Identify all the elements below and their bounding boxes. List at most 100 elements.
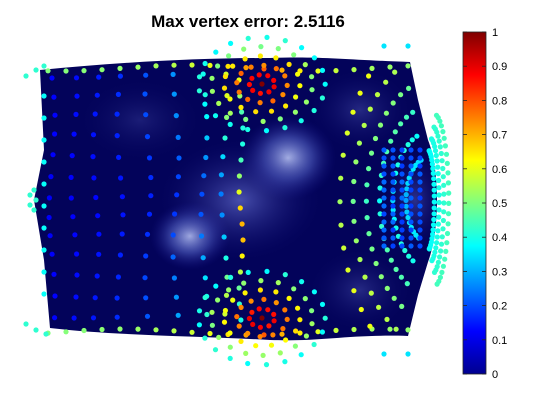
vertex-point xyxy=(445,161,450,166)
vertex-point xyxy=(304,333,309,338)
vertex-point xyxy=(432,205,437,210)
vertex-point xyxy=(350,110,355,115)
vertex-point xyxy=(174,192,179,197)
vertex-point xyxy=(203,275,208,280)
vertex-point xyxy=(312,55,317,60)
vertex-point xyxy=(381,187,386,192)
vertex-point xyxy=(41,291,46,296)
vertex-point xyxy=(145,232,150,237)
vertex-point xyxy=(91,315,96,320)
vertex-point xyxy=(287,62,292,67)
vertex-point xyxy=(239,71,244,76)
vertex-point xyxy=(368,107,373,112)
vertex-point xyxy=(434,240,439,245)
vertex-point xyxy=(23,321,28,326)
vertex-point xyxy=(280,92,285,97)
vertex-point xyxy=(399,155,404,160)
vertex-point xyxy=(383,80,388,85)
vertex-point xyxy=(392,296,397,301)
vertex-point xyxy=(63,329,68,334)
vertex-point xyxy=(291,286,296,291)
vertex-point xyxy=(81,328,86,333)
vertex-point xyxy=(243,56,248,61)
vertex-point xyxy=(228,275,233,280)
vertex-point xyxy=(47,195,52,200)
vertex-point xyxy=(366,166,371,171)
vertex-point xyxy=(417,147,422,152)
vertex-point xyxy=(249,65,254,70)
vertex-point xyxy=(417,219,422,224)
vertex-point xyxy=(431,217,436,222)
vertex-point xyxy=(33,197,38,202)
vertex-point xyxy=(445,231,450,236)
vertex-point xyxy=(320,302,325,307)
vertex-point xyxy=(27,192,32,197)
vertex-point xyxy=(381,211,386,216)
vertex-point xyxy=(436,178,441,183)
vertex-point xyxy=(433,245,438,250)
vertex-point xyxy=(373,136,378,141)
vertex-point xyxy=(394,327,399,332)
vertex-point xyxy=(23,73,28,78)
vertex-point xyxy=(207,63,212,68)
vertex-point xyxy=(282,125,287,130)
vertex-point xyxy=(399,179,404,184)
vertex-point xyxy=(74,75,79,80)
vertex-point xyxy=(266,89,271,94)
vertex-point xyxy=(202,102,207,107)
vertex-point xyxy=(115,315,120,320)
vertex-point xyxy=(375,92,380,97)
vertex-point xyxy=(345,130,350,135)
vertex-point xyxy=(441,209,446,214)
vertex-point xyxy=(381,171,386,176)
vertex-point xyxy=(446,221,451,226)
vertex-point xyxy=(390,187,395,192)
vertex-point xyxy=(189,62,194,67)
vertex-point xyxy=(223,74,228,79)
vertex-point xyxy=(278,350,283,355)
colorbar-tick-label: 0.4 xyxy=(492,232,507,244)
vertex-point xyxy=(297,317,302,322)
vertex-point xyxy=(435,228,440,233)
vertex-point xyxy=(390,219,395,224)
vertex-point xyxy=(390,179,395,184)
vertex-point xyxy=(384,111,389,116)
vertex-point xyxy=(443,143,448,148)
vertex-point xyxy=(293,110,298,115)
vertex-point xyxy=(287,296,292,301)
vertex-point xyxy=(264,269,269,274)
vertex-point xyxy=(341,153,346,158)
vertex-point xyxy=(228,41,233,46)
vertex-point xyxy=(259,315,264,320)
vertex-point xyxy=(432,211,437,216)
vertex-point xyxy=(444,152,449,157)
vertex-point xyxy=(213,50,218,55)
vertex-point xyxy=(172,211,177,216)
vertex-point xyxy=(369,151,374,156)
vertex-point xyxy=(250,88,255,93)
vertex-point xyxy=(272,84,277,89)
vertex-point xyxy=(408,227,413,232)
vertex-point xyxy=(216,335,221,340)
vertex-point xyxy=(435,134,440,139)
vertex-point xyxy=(269,109,274,114)
vertex-point xyxy=(147,212,152,217)
vertex-point xyxy=(441,264,446,269)
vertex-point xyxy=(239,109,244,114)
vertex-point xyxy=(440,234,445,239)
vertex-point xyxy=(142,91,147,96)
vertex-point xyxy=(72,232,77,237)
vertex-point xyxy=(215,297,220,302)
vertex-point xyxy=(249,299,254,304)
vertex-point xyxy=(246,270,251,275)
vertex-point xyxy=(280,326,285,331)
vertex-point xyxy=(436,171,441,176)
vertex-point xyxy=(222,320,227,325)
vertex-point xyxy=(438,144,443,149)
vertex-point xyxy=(399,163,404,168)
vertex-point xyxy=(52,131,57,136)
vertex-point xyxy=(116,92,121,97)
vertex-point xyxy=(297,83,302,88)
vertex-point xyxy=(174,295,179,300)
vertex-point xyxy=(417,179,422,184)
